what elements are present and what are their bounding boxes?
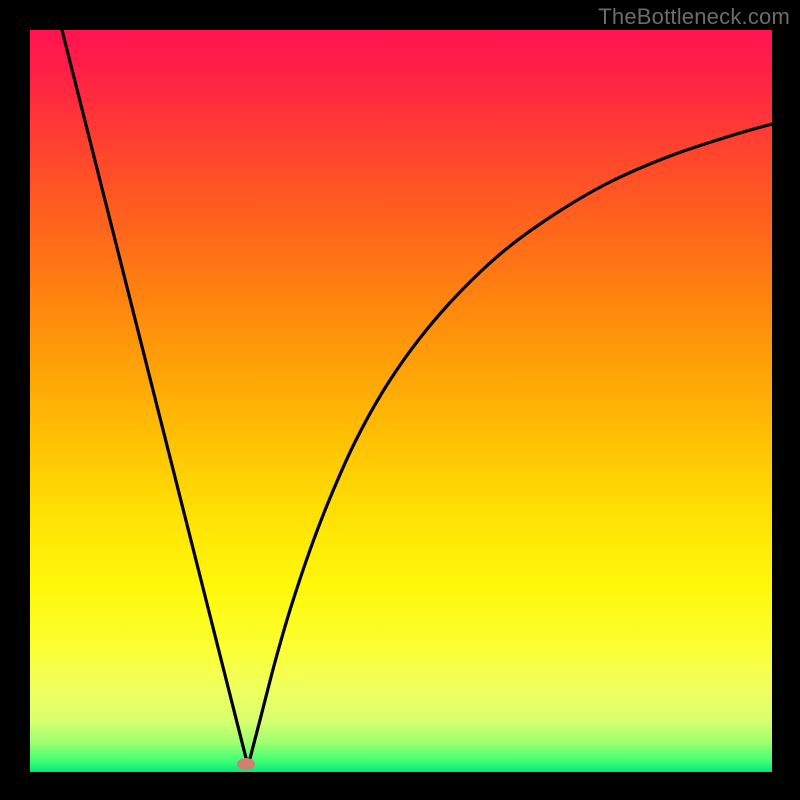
watermark-text: TheBottleneck.com [598, 4, 790, 30]
plot-area [30, 30, 772, 772]
chart-frame: TheBottleneck.com [0, 0, 800, 800]
bottleneck-curve [30, 30, 772, 772]
v-curve-path [62, 30, 772, 766]
watermark-label: TheBottleneck.com [598, 4, 790, 29]
minimum-marker [237, 758, 255, 770]
